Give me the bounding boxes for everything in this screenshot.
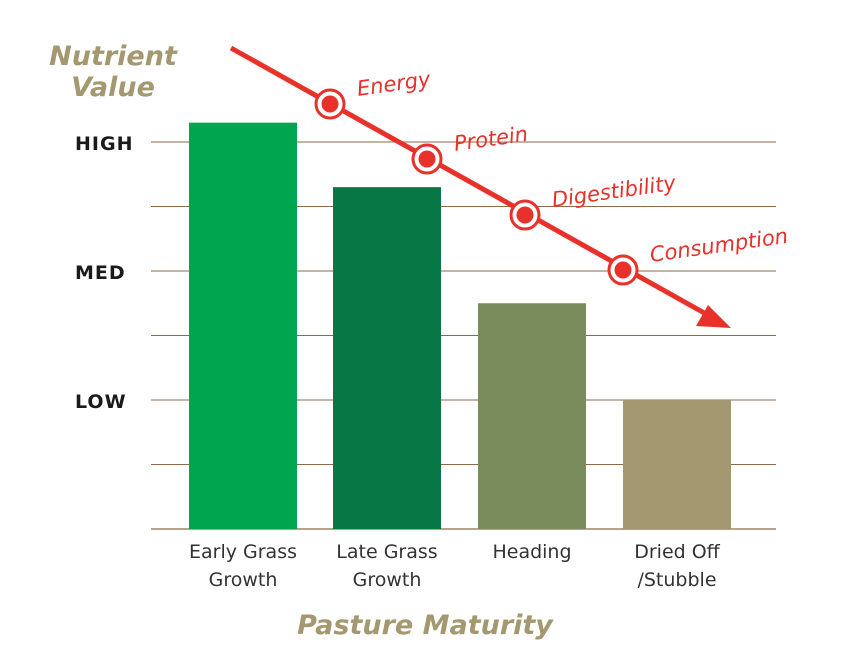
trend-arrow: Energy Protein Digestibility Consumption — [229, 45, 789, 328]
bars — [189, 122, 731, 530]
x-tick-label: /Stubble — [637, 569, 716, 591]
marker-dot — [418, 150, 436, 168]
y-axis-title-line2: Value — [71, 72, 155, 103]
marker-dot — [516, 206, 534, 224]
y-tick-label: HIGH — [75, 133, 133, 155]
bar — [333, 187, 441, 529]
marker-label: Consumption — [648, 224, 789, 267]
marker-label: Digestibility — [550, 171, 677, 212]
x-tick-label: Heading — [492, 541, 571, 563]
arrowhead-icon — [696, 305, 731, 328]
y-axis-title-line1: Nutrient — [49, 41, 178, 72]
x-tick-labels: Early Grass Growth Late Grass Growth Heading… — [189, 541, 721, 591]
x-tick-label: Early Grass — [189, 541, 297, 563]
marker-dot — [321, 95, 339, 113]
x-tick-label: Growth — [353, 569, 422, 591]
x-tick-label: Dried Off — [634, 541, 720, 563]
bar — [189, 122, 297, 530]
bar — [478, 303, 586, 529]
marker-label: Protein — [452, 122, 529, 156]
x-tick-label: Growth — [209, 569, 278, 591]
y-tick-label: MED — [75, 262, 126, 284]
y-tick-label: LOW — [75, 391, 127, 413]
marker-dot — [614, 261, 632, 279]
x-tick-label: Late Grass — [336, 541, 437, 563]
x-axis-title: Pasture Maturity — [297, 610, 554, 641]
y-tick-labels: LOW MED HIGH — [75, 133, 133, 413]
bar — [623, 400, 731, 529]
marker-label: Energy — [355, 67, 432, 101]
